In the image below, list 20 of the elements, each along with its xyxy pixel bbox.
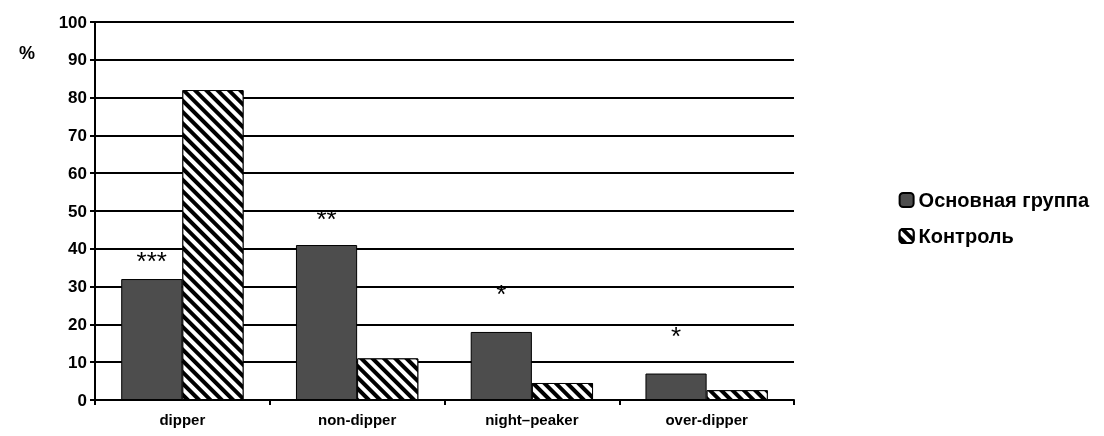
y-tick-label: 80 <box>68 88 87 108</box>
y-tick-label: 100 <box>58 12 87 32</box>
legend-label: Основная группа <box>918 189 1090 211</box>
annotation: *** <box>136 246 167 277</box>
y-tick-label: 90 <box>68 50 87 70</box>
y-tick-label: 20 <box>68 314 87 334</box>
x-tick-label: dipper <box>159 411 206 428</box>
y-tick-label: 10 <box>68 352 87 372</box>
x-tick-label: night–peaker <box>485 411 579 428</box>
y-tick-label: 70 <box>68 125 87 145</box>
y-tick-label: 40 <box>68 239 87 259</box>
x-tick-label: over-dipper <box>665 411 749 428</box>
y-tick-label: 60 <box>68 163 87 183</box>
annotation: * <box>670 320 682 351</box>
legend-label: Контроль <box>918 225 1014 247</box>
x-tick-label: non-dipper <box>317 411 397 428</box>
y-tick-label: 50 <box>68 201 87 221</box>
y-tick-label: 0 <box>77 390 87 410</box>
y-tick-label: 30 <box>68 277 87 297</box>
y-axis-title: % <box>18 43 35 63</box>
